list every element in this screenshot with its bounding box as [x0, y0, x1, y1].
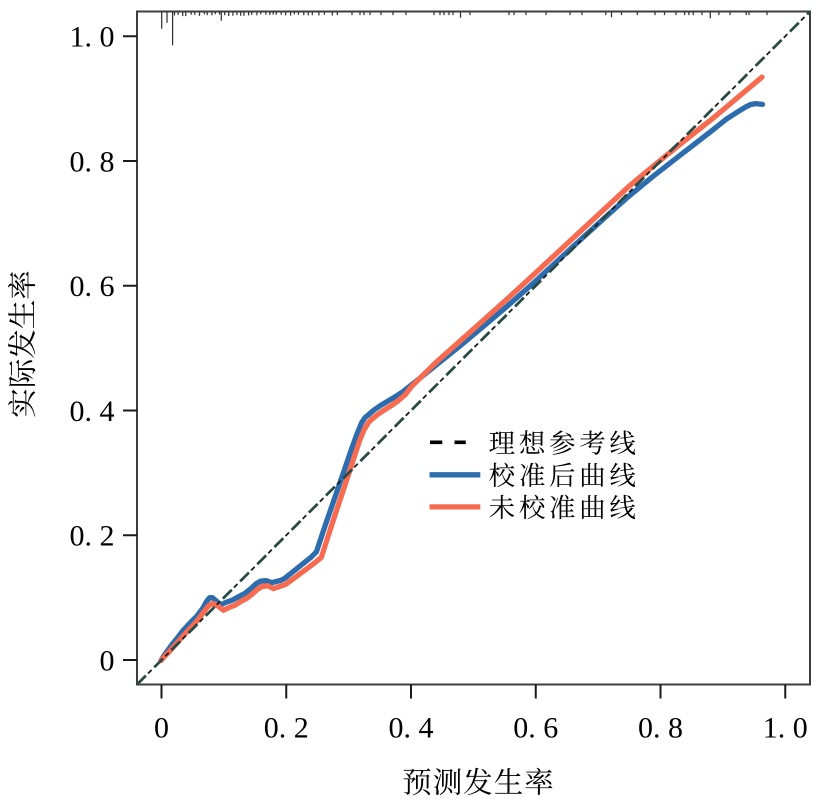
svg-text:0. 6: 0. 6: [70, 270, 115, 303]
svg-text:0. 2: 0. 2: [264, 712, 309, 745]
svg-text:0: 0: [100, 644, 115, 677]
svg-text:0. 8: 0. 8: [638, 712, 683, 745]
svg-text:0. 4: 0. 4: [389, 712, 434, 745]
svg-text:0. 6: 0. 6: [513, 712, 558, 745]
svg-text:0. 4: 0. 4: [70, 395, 115, 428]
svg-text:1. 0: 1. 0: [763, 712, 808, 745]
svg-text:0. 8: 0. 8: [70, 145, 115, 178]
svg-text:1. 0: 1. 0: [70, 21, 115, 54]
svg-text:0: 0: [154, 712, 169, 745]
svg-text:0. 2: 0. 2: [70, 520, 115, 553]
